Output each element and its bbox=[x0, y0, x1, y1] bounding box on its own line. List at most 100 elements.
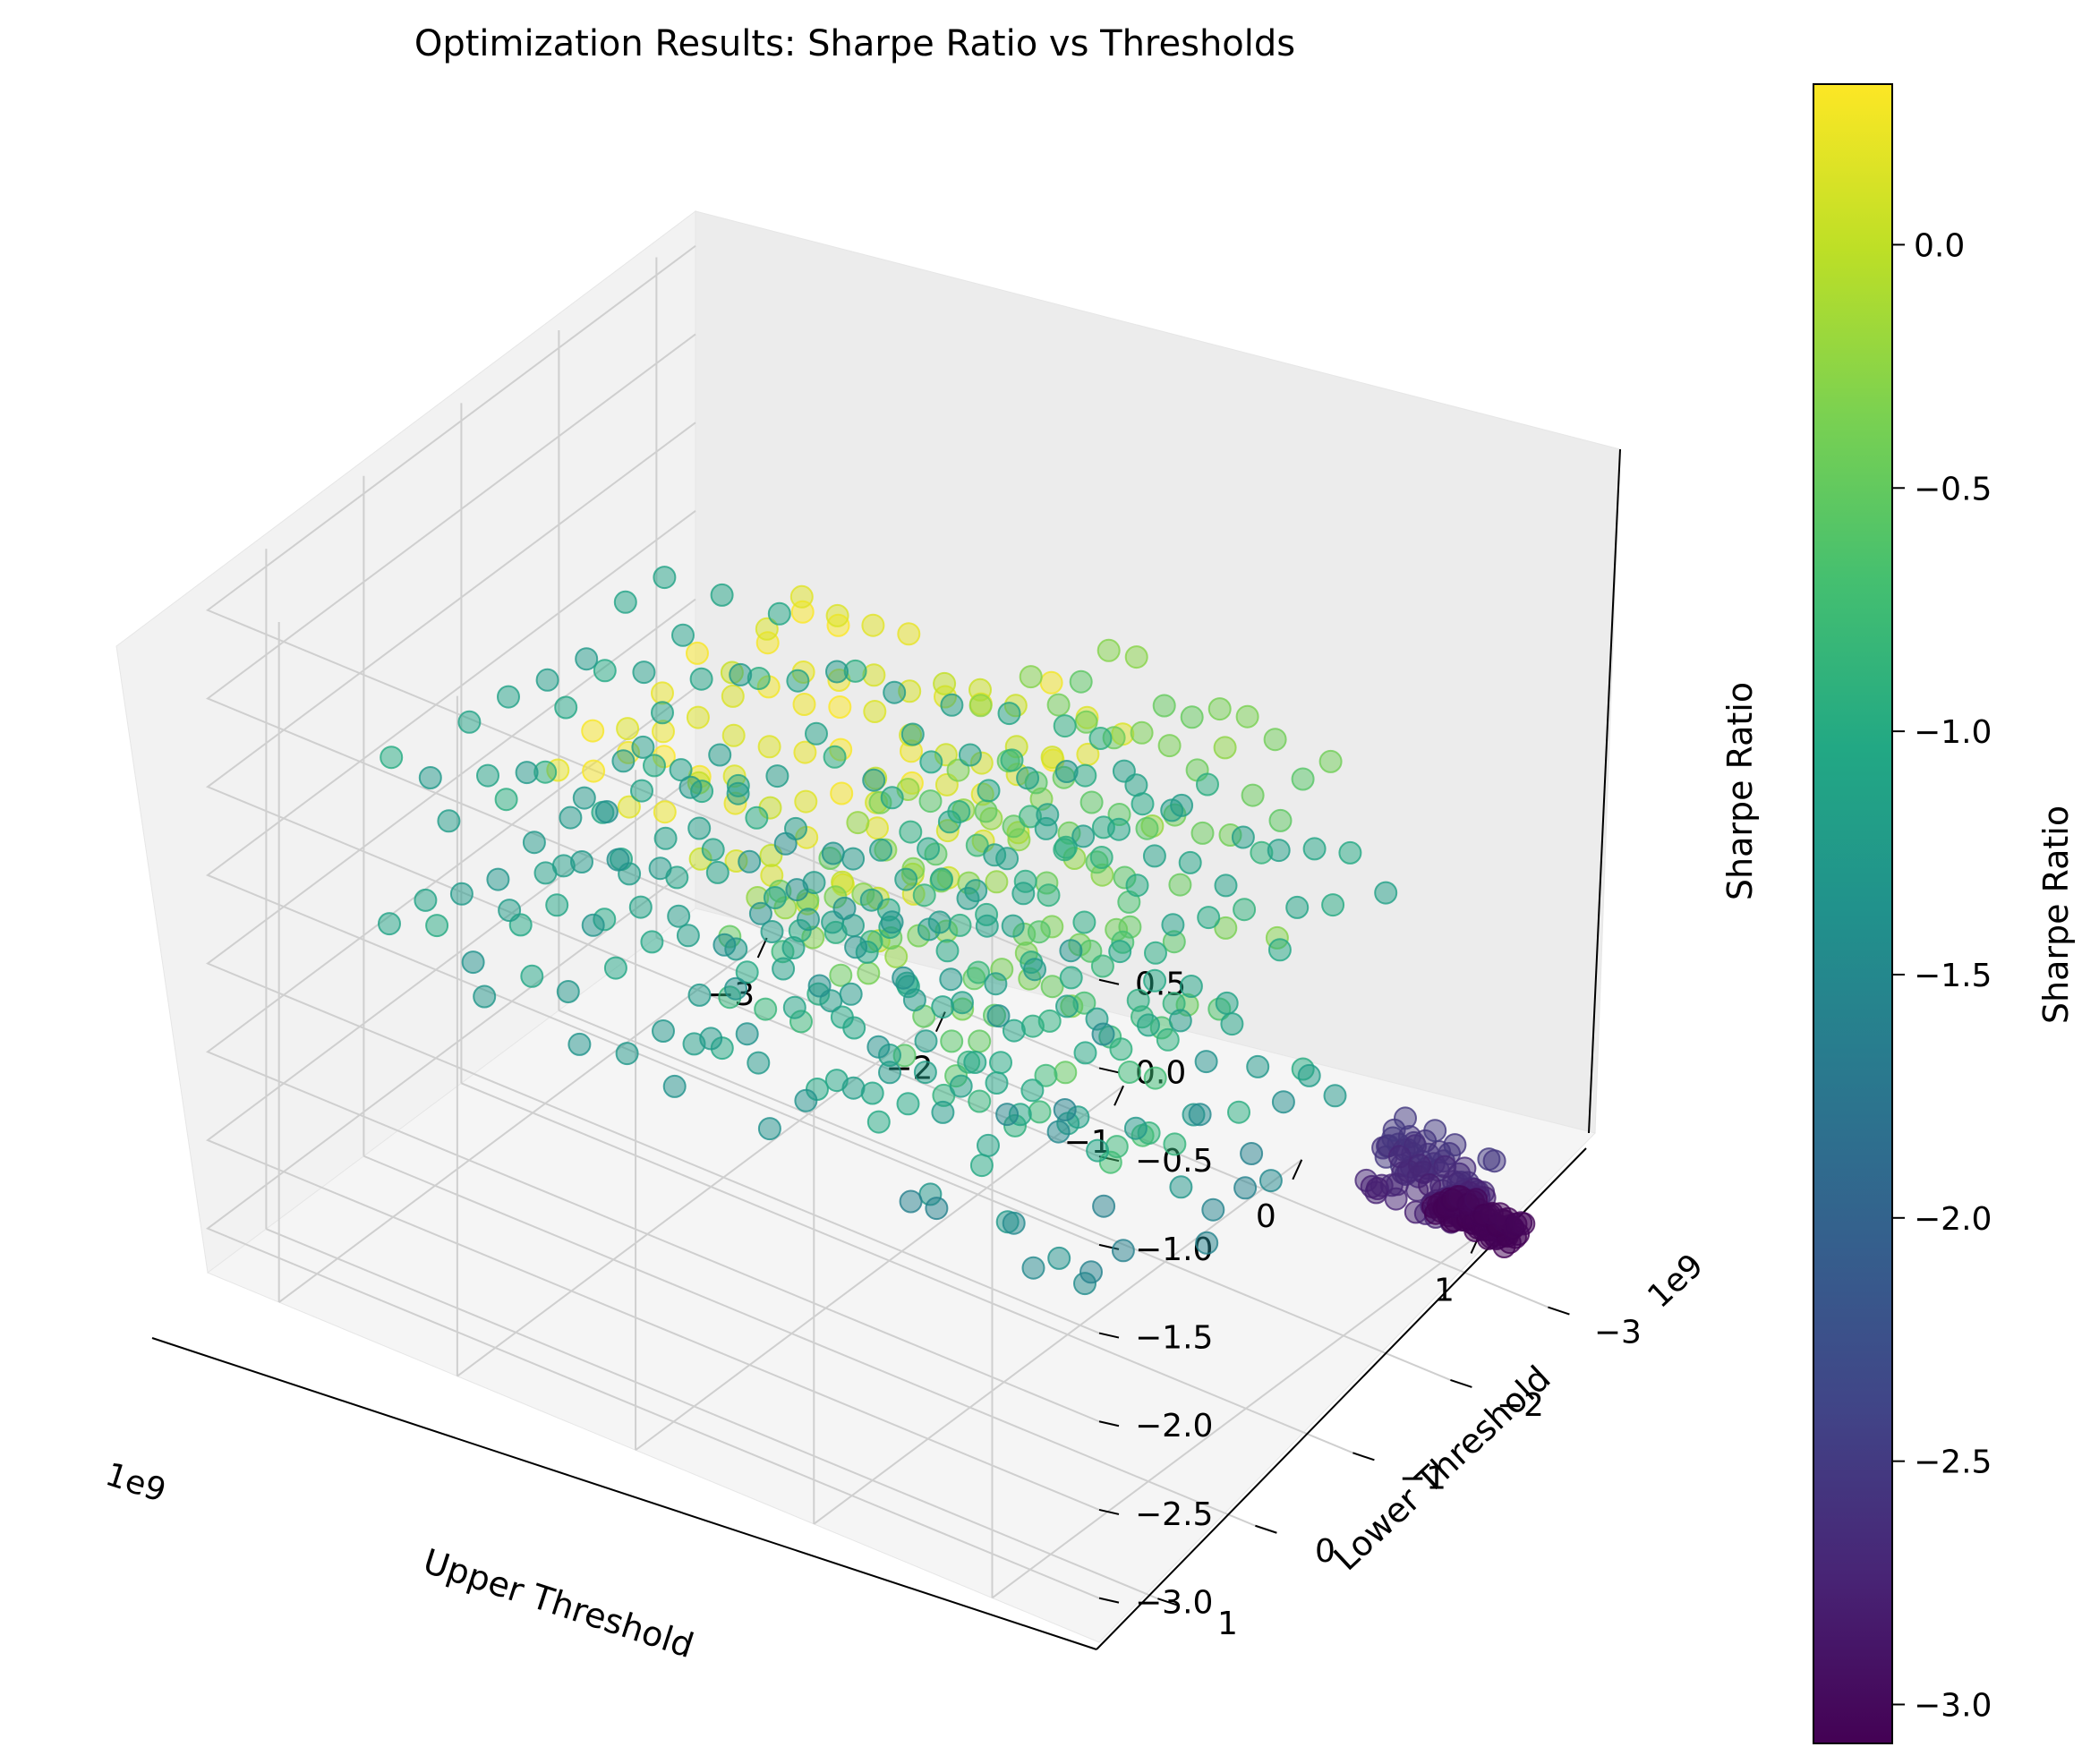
scatter-point bbox=[1040, 975, 1064, 999]
y-tick-label: −3 bbox=[1594, 1315, 1642, 1351]
x-tick-mark bbox=[1292, 1159, 1303, 1180]
scatter-point bbox=[556, 980, 580, 1003]
scatter-point bbox=[781, 936, 806, 959]
scatter-point bbox=[1213, 736, 1237, 760]
scatter-point bbox=[1039, 670, 1063, 695]
scatter-point bbox=[969, 1154, 994, 1178]
scatter-point bbox=[1054, 835, 1078, 859]
scatter-point bbox=[825, 660, 849, 684]
scatter-point bbox=[747, 1051, 771, 1075]
scatter-point bbox=[963, 1051, 987, 1074]
scatter-point bbox=[785, 878, 809, 902]
scatter-point bbox=[678, 775, 703, 799]
scatter-point bbox=[975, 914, 999, 938]
scatter-point bbox=[1423, 1119, 1447, 1143]
scatter-point bbox=[842, 1016, 866, 1040]
scatter-point bbox=[755, 617, 779, 641]
scatter-point bbox=[880, 910, 904, 934]
scatter-point bbox=[995, 1103, 1020, 1127]
x-tick-mark bbox=[1114, 1085, 1124, 1106]
scatter-point bbox=[841, 1076, 866, 1100]
scatter-point bbox=[919, 750, 943, 774]
x-tick-mark bbox=[756, 937, 768, 959]
scatter-point bbox=[748, 901, 772, 925]
scatter-point bbox=[767, 601, 791, 626]
wall-gridline-z bbox=[205, 510, 1100, 1246]
scatter-point bbox=[1002, 1211, 1026, 1235]
scatter-point bbox=[1407, 1154, 1431, 1177]
scatter-point bbox=[1240, 1142, 1264, 1165]
scatter-point bbox=[712, 933, 737, 957]
scatter-point bbox=[1112, 759, 1136, 783]
scatter-point bbox=[1073, 1041, 1097, 1065]
scatter-point bbox=[611, 749, 636, 773]
scatter-point bbox=[913, 1061, 937, 1085]
scatter-point bbox=[1169, 1175, 1193, 1199]
colorbar-tick-label: −1.0 bbox=[1914, 714, 1992, 751]
scatter-point bbox=[572, 786, 596, 810]
scatter-point bbox=[603, 956, 627, 980]
z-tick-mark bbox=[1098, 1508, 1120, 1515]
scatter-point bbox=[570, 850, 593, 873]
scatter-point bbox=[1263, 728, 1287, 752]
scatter-point bbox=[821, 841, 845, 865]
scatter-point bbox=[498, 899, 522, 923]
scatter-point bbox=[1089, 846, 1114, 869]
scatter-point bbox=[1088, 727, 1113, 750]
scatter-point bbox=[701, 838, 725, 862]
scatter-point bbox=[899, 820, 923, 844]
scatter-point bbox=[1170, 793, 1194, 817]
scatter-point bbox=[946, 758, 970, 782]
scatter-point bbox=[757, 735, 781, 759]
scatter-point bbox=[1190, 821, 1215, 845]
z-axis-label: Sharpe Ratio bbox=[1720, 682, 1760, 900]
scatter-point bbox=[760, 920, 784, 943]
scatter-point bbox=[1011, 882, 1036, 906]
scatter-point bbox=[1196, 772, 1219, 797]
scatter-point bbox=[968, 694, 993, 718]
scatter-point bbox=[1163, 1132, 1187, 1156]
scatter-point bbox=[1443, 1133, 1467, 1157]
wall-gridline-z bbox=[205, 775, 1100, 1511]
z-tick-label: −2.0 bbox=[1135, 1408, 1213, 1444]
scatter-point bbox=[912, 883, 936, 908]
scatter-point bbox=[1180, 705, 1204, 729]
scatter-point bbox=[1092, 1194, 1116, 1218]
scatter-point bbox=[968, 1089, 992, 1113]
scatter-point bbox=[1059, 939, 1083, 963]
floor-gridline-y bbox=[559, 1010, 1451, 1381]
scatter-point bbox=[652, 1019, 675, 1043]
scatter-point bbox=[1194, 1050, 1218, 1074]
scatter-point bbox=[545, 893, 569, 917]
scatter-point bbox=[1374, 881, 1398, 905]
scatter-point bbox=[968, 1029, 992, 1053]
y-tick-mark bbox=[1352, 1452, 1375, 1461]
scatter-point bbox=[476, 763, 499, 788]
y-tick-mark bbox=[1548, 1306, 1570, 1316]
y-tick-label: 0 bbox=[1315, 1533, 1335, 1570]
scatter-point bbox=[896, 1092, 920, 1116]
x-axis-line bbox=[151, 1337, 1097, 1650]
scatter-point bbox=[1053, 1098, 1077, 1121]
z-tick-mark bbox=[1098, 1332, 1120, 1339]
scatter-point bbox=[735, 1022, 759, 1046]
scatter-point bbox=[669, 758, 693, 782]
scatter-point bbox=[745, 805, 769, 830]
scatter-point bbox=[414, 888, 438, 912]
scatter-point bbox=[687, 816, 712, 840]
scatter-point bbox=[461, 950, 485, 975]
scatter-point bbox=[1157, 734, 1182, 758]
wall-gridline-z bbox=[205, 598, 1100, 1334]
scatter-point bbox=[986, 1004, 1011, 1028]
scatter-point bbox=[1179, 975, 1203, 998]
scatter-point bbox=[653, 800, 677, 824]
scatter-point bbox=[805, 721, 828, 746]
scatter-point bbox=[1201, 1197, 1225, 1222]
scatter-point bbox=[859, 888, 883, 912]
scatter-point bbox=[861, 613, 885, 637]
scatter-point bbox=[1037, 1009, 1062, 1033]
scatter-point bbox=[839, 982, 863, 1006]
scatter-point bbox=[630, 779, 653, 803]
scatter-point bbox=[958, 743, 982, 767]
scatter-point bbox=[846, 811, 870, 835]
